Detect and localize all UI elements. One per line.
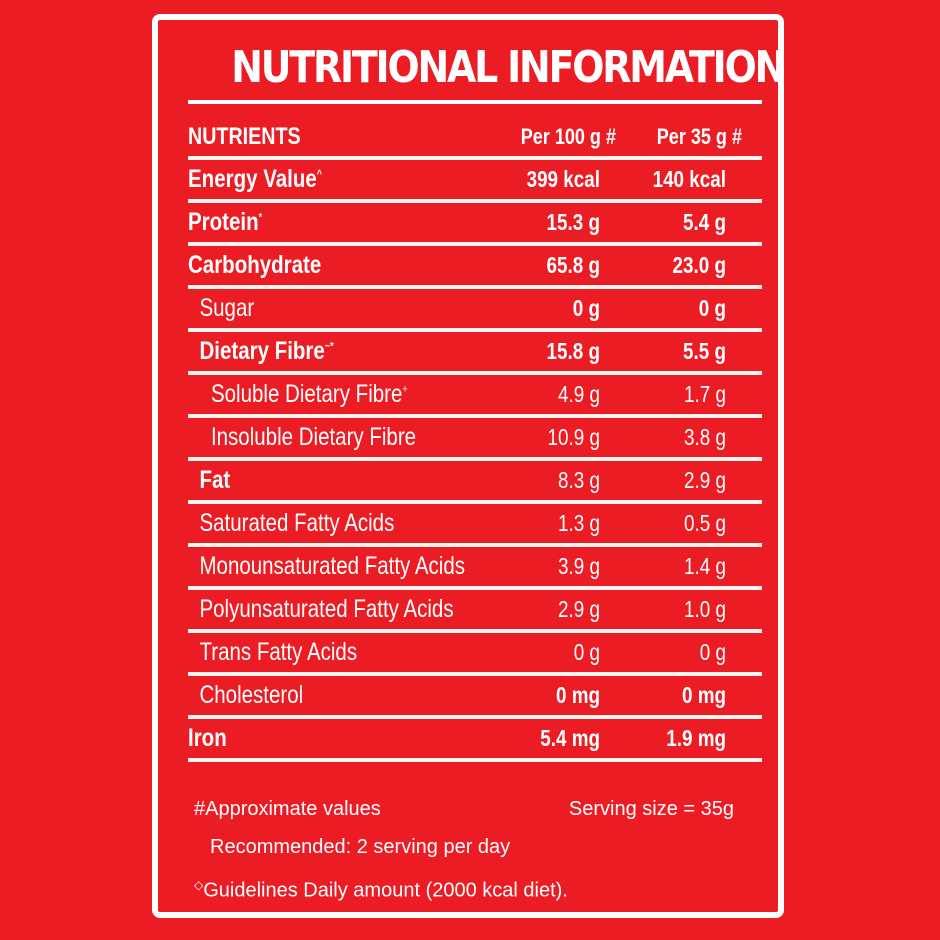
note-recommended-line: Recommended: 2 serving per day	[194, 828, 764, 866]
note-serving-size: Serving size = 35g	[568, 798, 734, 820]
value-per-serving: 1.0 g	[684, 596, 726, 622]
value-per-100g: 2.9 g	[558, 596, 600, 622]
footnote-mark: *	[258, 211, 263, 224]
value-per-serving: 23.0 g	[672, 252, 726, 278]
nutrition-label-panel: NUTRITIONAL INFORMATION NUTRIENTS Per 10…	[152, 14, 786, 918]
value-per-serving: 0 mg	[681, 682, 726, 708]
table-row-soluble-fibre: Soluble Dietary Fibre+ 4.9 g 1.7 g	[188, 375, 762, 418]
title-divider	[188, 100, 762, 104]
nutrient-name: Soluble Dietary Fibre	[210, 380, 403, 408]
value-per-100g: 15.3 g	[546, 209, 600, 235]
value-per-100g: 0 g	[573, 639, 600, 665]
note-approximate-line: #Approximate values Serving size = 35g	[194, 790, 764, 828]
nutrient-name: Polyunsaturated Fatty Acids	[199, 595, 454, 623]
note-guidelines: Guidelines Daily amount (2000 kcal diet)…	[203, 879, 568, 902]
value-per-100g: 3.9 g	[558, 553, 600, 579]
note-guidelines-line: ◇Guidelines Daily amount (2000 kcal diet…	[194, 866, 764, 904]
header-per-serving: Per 35 g #	[656, 124, 742, 149]
value-per-serving: 1.7 g	[684, 381, 726, 407]
value-per-serving: 0 g	[699, 639, 726, 665]
nutrition-table: NUTRIENTS Per 100 g # Per 35 g # Energy …	[188, 118, 762, 762]
table-row-insoluble-fibre: Insoluble Dietary Fibre 10.9 g 3.8 g	[188, 418, 762, 461]
nutrient-name: Carbohydrate	[188, 251, 322, 279]
value-per-100g: 1.3 g	[558, 510, 600, 536]
value-per-100g: 10.9 g	[547, 424, 600, 450]
value-per-serving: 5.5 g	[683, 338, 726, 364]
value-per-100g: 0 mg	[555, 682, 600, 708]
value-per-100g: 399 kcal	[526, 166, 600, 192]
value-per-100g: 65.8 g	[546, 252, 600, 278]
value-per-serving: 1.9 mg	[666, 725, 726, 751]
footnote-mark: +	[402, 383, 408, 396]
table-row-cholesterol: Cholesterol 0 mg 0 mg	[188, 676, 762, 719]
nutrient-name: Fat	[199, 466, 231, 494]
value-per-serving: 2.9 g	[684, 467, 726, 493]
nutrient-name: Monounsaturated Fatty Acids	[199, 552, 465, 580]
nutrient-name: Protein	[188, 208, 259, 236]
value-per-100g: 5.4 mg	[540, 725, 600, 751]
table-row-saturated-fat: Saturated Fatty Acids 1.3 g 0.5 g	[188, 504, 762, 547]
footnote-mark: ~*	[324, 340, 334, 353]
value-per-100g: 15.8 g	[546, 338, 600, 364]
table-row-polyunsaturated-fat: Polyunsaturated Fatty Acids 2.9 g 1.0 g	[188, 590, 762, 633]
diamond-icon: ◇	[194, 878, 204, 892]
table-row-carbohydrate: Carbohydrate 65.8 g 23.0 g	[188, 246, 762, 289]
value-per-serving: 5.4 g	[683, 209, 726, 235]
nutrient-name: Saturated Fatty Acids	[199, 509, 395, 537]
nutrient-name: Dietary Fibre	[199, 337, 325, 365]
nutrient-name: Energy Value	[188, 165, 317, 193]
value-per-serving: 1.4 g	[684, 553, 726, 579]
value-per-serving: 140 kcal	[652, 166, 726, 192]
nutrient-name: Sugar	[199, 294, 255, 322]
footnote-mark: ^	[316, 168, 323, 181]
table-row-fat: Fat 8.3 g 2.9 g	[188, 461, 762, 504]
value-per-serving: 3.8 g	[684, 424, 726, 450]
note-recommended: Recommended: 2 serving per day	[210, 836, 511, 858]
nutrient-name: Iron	[188, 724, 227, 752]
value-per-100g: 0 g	[572, 295, 600, 321]
nutrient-name: Trans Fatty Acids	[199, 638, 358, 666]
table-row-iron: Iron 5.4 mg 1.9 mg	[188, 719, 762, 762]
table-row-dietary-fibre: Dietary Fibre~* 15.8 g 5.5 g	[188, 332, 762, 375]
label-title: NUTRITIONAL INFORMATION	[231, 42, 786, 93]
nutrient-name: Insoluble Dietary Fibre	[210, 423, 417, 451]
table-row-monounsaturated-fat: Monounsaturated Fatty Acids 3.9 g 1.4 g	[188, 547, 762, 590]
table-row-protein: Protein* 15.3 g 5.4 g	[188, 203, 762, 246]
header-nutrients: NUTRIENTS	[188, 123, 301, 150]
table-row-trans-fat: Trans Fatty Acids 0 g 0 g	[188, 633, 762, 676]
table-row-energy: Energy Value^ 399 kcal 140 kcal	[188, 160, 762, 203]
table-header: NUTRIENTS Per 100 g # Per 35 g #	[188, 118, 762, 160]
note-approximate: #Approximate values	[194, 798, 381, 820]
nutrient-name: Cholesterol	[199, 681, 304, 709]
footnotes: #Approximate values Serving size = 35g R…	[194, 790, 764, 904]
header-per-100g: Per 100 g #	[520, 124, 616, 149]
value-per-100g: 8.3 g	[558, 467, 600, 493]
value-per-serving: 0.5 g	[684, 510, 726, 536]
value-per-serving: 0 g	[698, 295, 726, 321]
value-per-100g: 4.9 g	[558, 381, 600, 407]
table-row-sugar: Sugar 0 g 0 g	[188, 289, 762, 332]
